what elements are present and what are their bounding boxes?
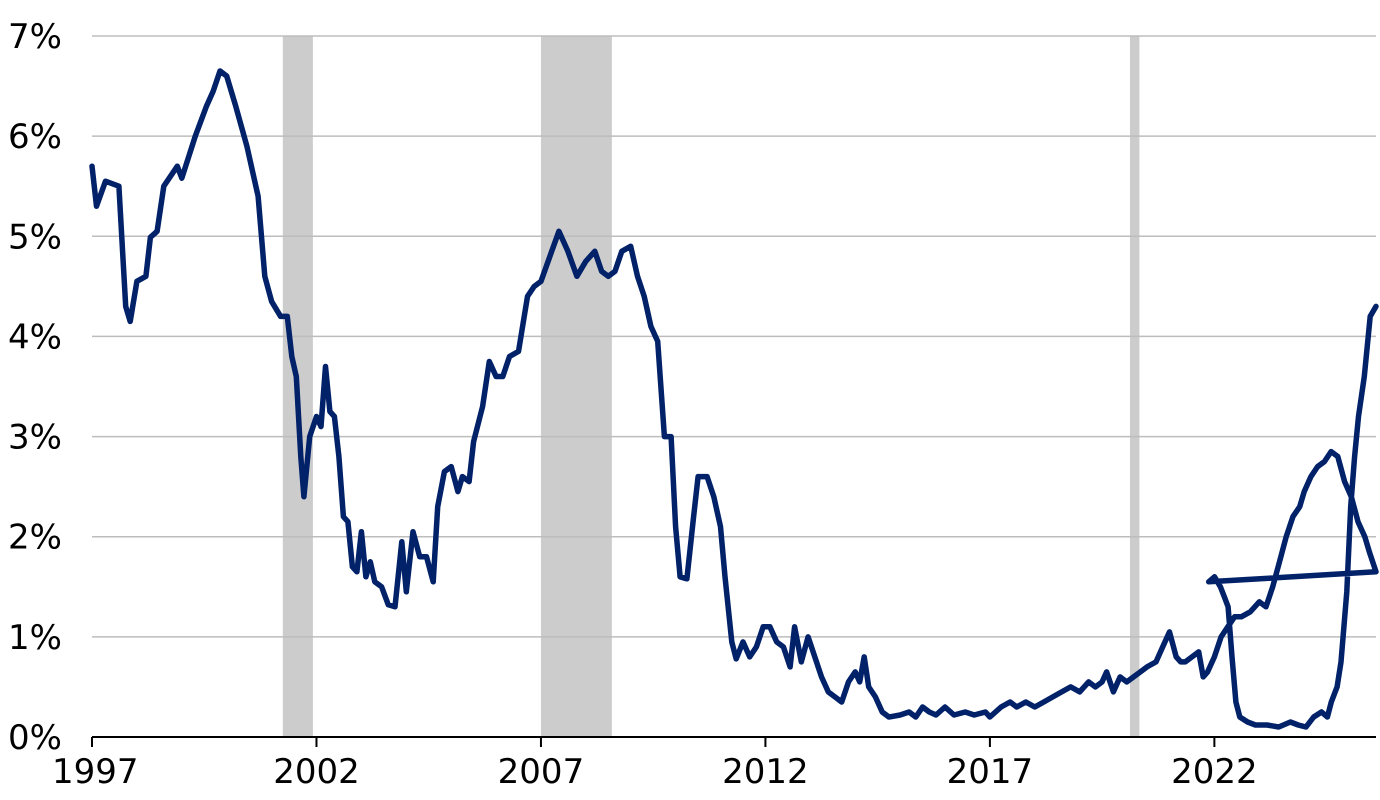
x-tick-label-5: 2022 xyxy=(1171,752,1258,792)
x-tick-label-1: 2002 xyxy=(273,752,360,792)
y-tick-label-4: 4% xyxy=(8,317,62,357)
series-line-0 xyxy=(89,68,1379,730)
y-tick-label-6: 6% xyxy=(8,117,62,157)
y-tick-label-3: 3% xyxy=(8,418,62,458)
series-lines xyxy=(89,68,1379,730)
y-tick-label-2: 2% xyxy=(8,518,62,558)
x-tick-label-3: 2012 xyxy=(722,752,809,792)
grid xyxy=(92,35,1376,638)
x-tick-label-0: 1997 xyxy=(52,752,139,792)
tick-labels: 0% 1% 2% 3% 4% 5% 6% 7% 1997 2002 2007 2012 2017 2022 xyxy=(8,17,1258,792)
y-tick-label-5: 5% xyxy=(8,217,62,257)
x-tick-label-2: 2007 xyxy=(498,752,585,792)
y-tick-label-0: 0% xyxy=(8,718,62,758)
recession-band-2 xyxy=(1129,36,1140,737)
axes xyxy=(91,736,1376,747)
y-tick-label-7: 7% xyxy=(8,17,62,57)
recession-shading xyxy=(282,36,1140,737)
recession-band-1 xyxy=(540,36,612,737)
x-tick-label-4: 2017 xyxy=(947,752,1034,792)
y-tick-label-1: 1% xyxy=(8,618,62,658)
